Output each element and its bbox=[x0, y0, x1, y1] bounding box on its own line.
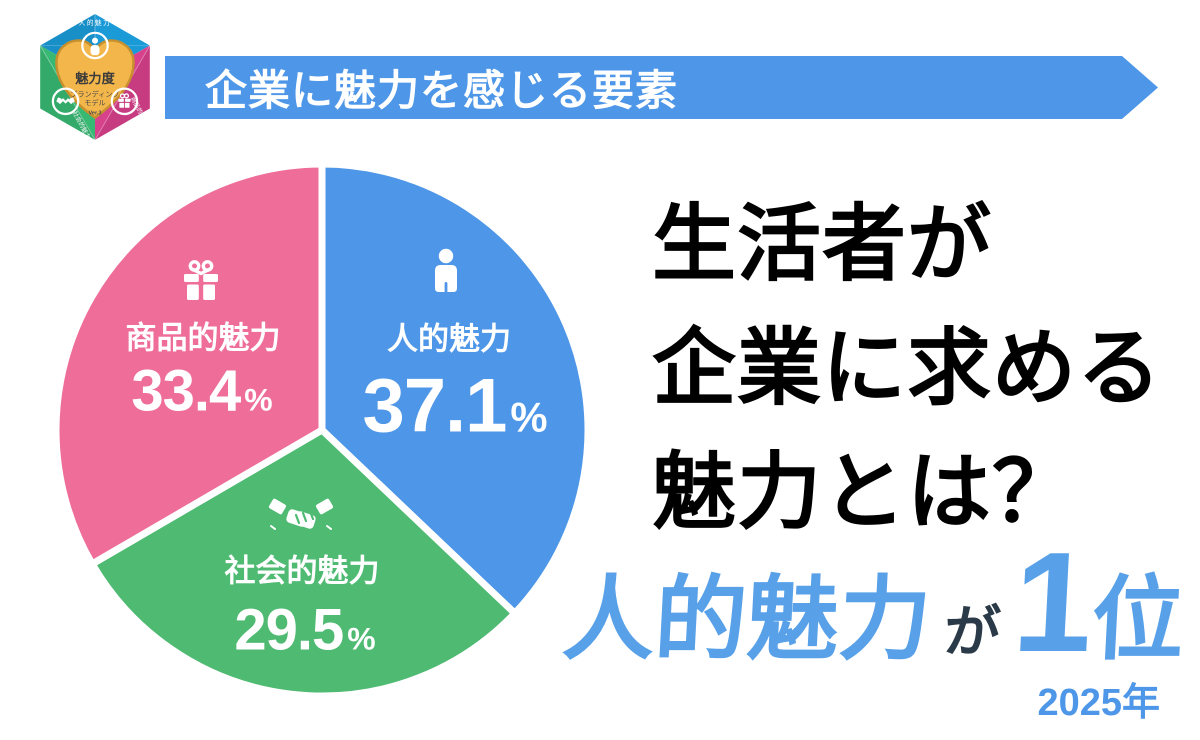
logo-heart-title: 魅力度 bbox=[75, 70, 115, 86]
person-icon bbox=[423, 247, 469, 307]
pie-value-human: 37.1% bbox=[362, 363, 547, 450]
logo-badge-rings bbox=[51, 31, 139, 116]
logo-version: Ver.3 bbox=[88, 111, 101, 117]
handshake-icon bbox=[268, 494, 334, 542]
conclusion-rank-unit: 位 bbox=[1089, 569, 1187, 671]
pie-slice-social bbox=[88, 426, 519, 700]
survey-year: 2025年 bbox=[1037, 682, 1160, 724]
handshake-finger-grooves bbox=[294, 509, 315, 525]
pie-slice-human bbox=[318, 160, 592, 617]
pie-label-social: 社会的魅力 bbox=[224, 553, 380, 589]
headline-line-2: 企業に求める bbox=[652, 321, 1163, 415]
logo-top-label: 人的魅力 bbox=[79, 18, 111, 27]
conclusion-highlight: 人的魅力 bbox=[560, 569, 934, 671]
conclusion-particle: が bbox=[942, 600, 1002, 663]
pie-value-product-number: 33.4 bbox=[131, 358, 241, 424]
logo-person-icon bbox=[90, 37, 100, 56]
title-banner: 企業に魅力を感じる要素 bbox=[165, 56, 1158, 119]
logo-heart-subtitle: モデル bbox=[84, 98, 105, 107]
pie-value-social: 29.5% bbox=[234, 597, 375, 664]
headline-line-3: 魅力とは？ bbox=[652, 445, 1078, 539]
headline-line-1: 生活者が bbox=[652, 197, 993, 291]
pie-label-product: 商品的魅力 bbox=[125, 320, 281, 356]
conclusion-line: 人的魅力 が 1 位 bbox=[560, 523, 1188, 682]
pie-chart bbox=[52, 160, 592, 700]
handshake-motion-ticks bbox=[270, 525, 332, 530]
pie-value-human-number: 37.1 bbox=[362, 363, 507, 449]
percent-sign: % bbox=[347, 620, 376, 657]
pie-value-social-number: 29.5 bbox=[234, 597, 344, 663]
logo-heart-subtitle: ブランディング bbox=[70, 89, 119, 98]
percent-sign: % bbox=[244, 381, 273, 418]
pie-value-product: 33.4% bbox=[131, 358, 272, 425]
headline: 生活者が 企業に求める 魅力とは？ bbox=[652, 182, 1162, 554]
logo-handshake-icon bbox=[56, 97, 75, 104]
brand-logo: 魅力度 ブランディング モデル Ver.3 人的魅力 社会的魅力 商品的魅力 bbox=[39, 14, 151, 140]
percent-sign: % bbox=[510, 393, 548, 441]
pie-label-human: 人的魅力 bbox=[387, 321, 511, 357]
banner-title: 企業に魅力を感じる要素 bbox=[205, 67, 679, 114]
logo-gift-icon bbox=[118, 93, 131, 108]
gift-icon bbox=[181, 259, 221, 303]
pie-slice-product bbox=[52, 160, 326, 568]
conclusion-rank-number: 1 bbox=[1009, 523, 1093, 682]
